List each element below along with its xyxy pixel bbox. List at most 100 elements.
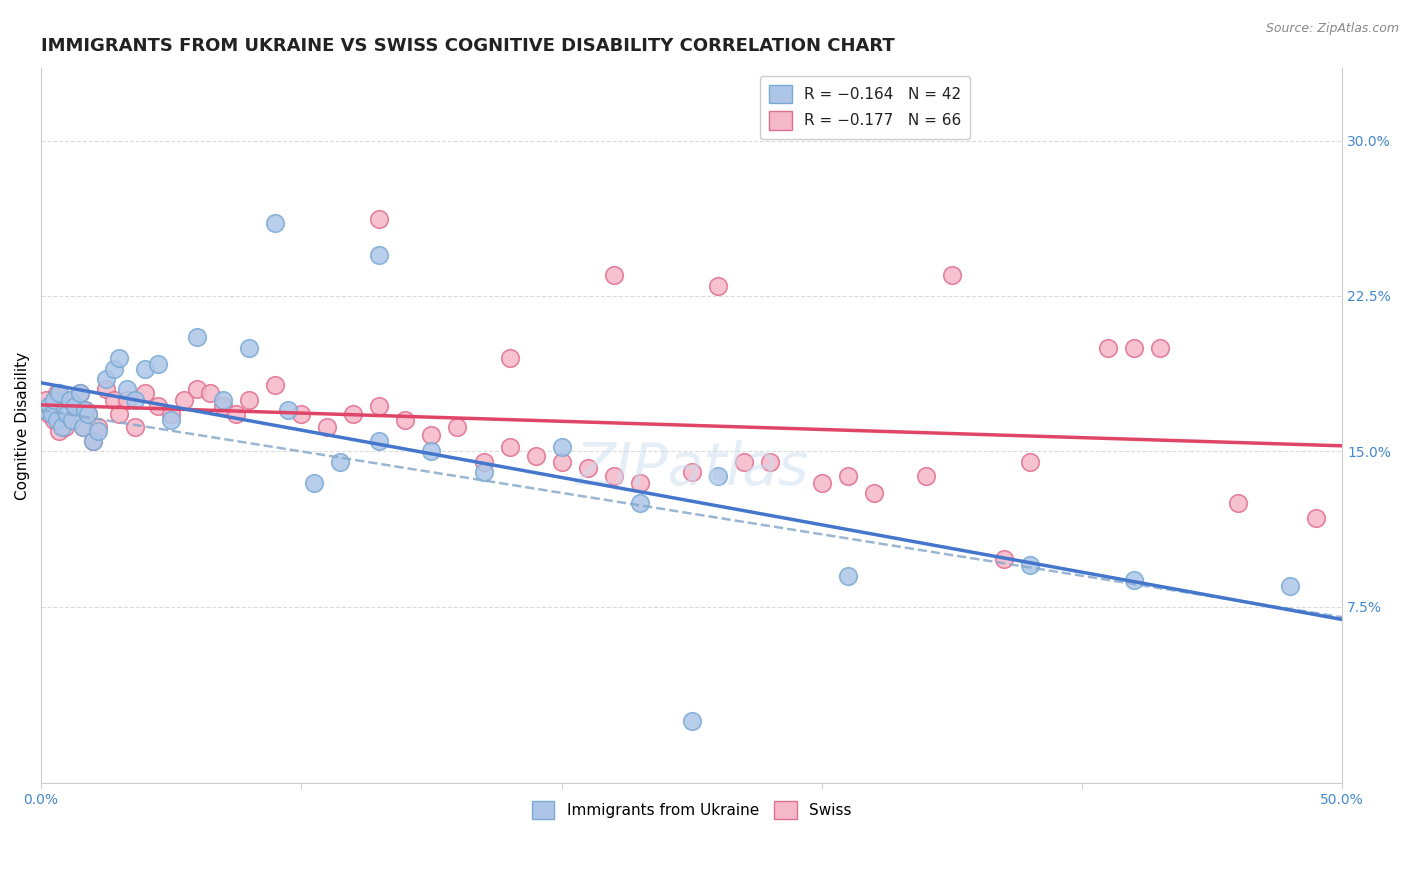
Point xyxy=(472,465,495,479)
Point xyxy=(72,419,94,434)
Point xyxy=(45,386,67,401)
Point xyxy=(96,372,118,386)
Point xyxy=(173,392,195,407)
Point xyxy=(993,552,1015,566)
Point xyxy=(394,413,416,427)
Point xyxy=(1097,341,1119,355)
Point xyxy=(35,403,58,417)
Point xyxy=(498,440,520,454)
Point xyxy=(277,403,299,417)
Point xyxy=(863,486,886,500)
Point xyxy=(368,212,391,227)
Point xyxy=(35,392,58,407)
Point xyxy=(60,413,83,427)
Point xyxy=(368,247,391,261)
Point xyxy=(96,382,118,396)
Point xyxy=(304,475,326,490)
Point xyxy=(1279,579,1302,593)
Point xyxy=(706,278,728,293)
Point xyxy=(108,407,131,421)
Point xyxy=(1123,573,1146,587)
Point xyxy=(758,455,780,469)
Point xyxy=(316,419,339,434)
Point xyxy=(124,392,146,407)
Point xyxy=(148,357,170,371)
Point xyxy=(53,419,76,434)
Text: ZIPatlas: ZIPatlas xyxy=(575,440,808,497)
Point xyxy=(87,424,110,438)
Point xyxy=(1019,455,1042,469)
Point xyxy=(238,341,260,355)
Point xyxy=(69,386,91,401)
Point xyxy=(264,378,287,392)
Point xyxy=(77,407,100,421)
Point xyxy=(63,399,86,413)
Point xyxy=(706,469,728,483)
Point xyxy=(56,407,79,421)
Point xyxy=(472,455,495,469)
Point xyxy=(837,469,859,483)
Point xyxy=(681,714,703,728)
Point xyxy=(186,330,208,344)
Point xyxy=(420,444,443,458)
Legend: Immigrants from Ukraine, Swiss: Immigrants from Ukraine, Swiss xyxy=(526,795,858,825)
Point xyxy=(1227,496,1250,510)
Point xyxy=(160,407,183,421)
Point xyxy=(75,403,97,417)
Point xyxy=(124,419,146,434)
Point xyxy=(72,419,94,434)
Point xyxy=(160,413,183,427)
Point xyxy=(82,434,104,448)
Point xyxy=(524,449,547,463)
Point xyxy=(38,407,60,421)
Point xyxy=(134,386,156,401)
Point xyxy=(77,407,100,421)
Point xyxy=(82,434,104,448)
Point xyxy=(63,399,86,413)
Point xyxy=(238,392,260,407)
Point xyxy=(103,392,125,407)
Point xyxy=(1123,341,1146,355)
Point xyxy=(75,403,97,417)
Point xyxy=(212,399,235,413)
Point xyxy=(48,424,70,438)
Point xyxy=(602,469,624,483)
Point xyxy=(342,407,364,421)
Point xyxy=(51,403,73,417)
Text: IMMIGRANTS FROM UKRAINE VS SWISS COGNITIVE DISABILITY CORRELATION CHART: IMMIGRANTS FROM UKRAINE VS SWISS COGNITI… xyxy=(41,37,894,55)
Point xyxy=(103,361,125,376)
Point xyxy=(69,386,91,401)
Point xyxy=(41,399,63,413)
Point xyxy=(1019,558,1042,573)
Point xyxy=(60,413,83,427)
Point xyxy=(576,461,599,475)
Point xyxy=(290,407,312,421)
Point xyxy=(38,399,60,413)
Point xyxy=(108,351,131,366)
Point xyxy=(368,434,391,448)
Point xyxy=(42,413,65,427)
Point xyxy=(41,407,63,421)
Point xyxy=(550,440,572,454)
Y-axis label: Cognitive Disability: Cognitive Disability xyxy=(15,351,30,500)
Point xyxy=(53,403,76,417)
Point xyxy=(1149,341,1171,355)
Point xyxy=(498,351,520,366)
Point xyxy=(810,475,832,490)
Point xyxy=(212,392,235,407)
Point xyxy=(134,361,156,376)
Text: Source: ZipAtlas.com: Source: ZipAtlas.com xyxy=(1265,22,1399,36)
Point xyxy=(941,268,963,283)
Point xyxy=(56,407,79,421)
Point xyxy=(115,382,138,396)
Point xyxy=(681,465,703,479)
Point xyxy=(264,216,287,230)
Point xyxy=(48,386,70,401)
Point xyxy=(42,392,65,407)
Point xyxy=(368,399,391,413)
Point xyxy=(550,455,572,469)
Point xyxy=(837,568,859,582)
Point xyxy=(200,386,222,401)
Point xyxy=(1305,510,1327,524)
Point xyxy=(602,268,624,283)
